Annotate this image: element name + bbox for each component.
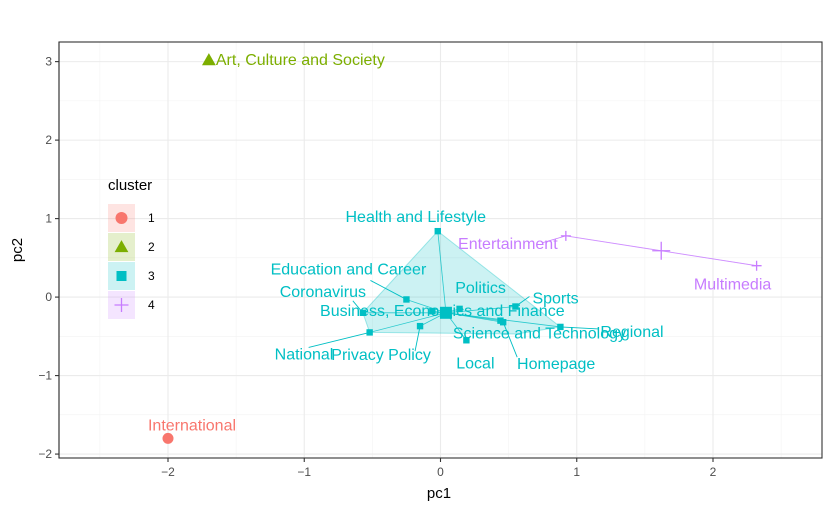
label-leader xyxy=(560,326,599,330)
legend-symbol xyxy=(116,271,127,281)
x-tick-label: −1 xyxy=(297,465,311,479)
label-leader xyxy=(502,322,518,358)
data-point xyxy=(162,432,174,444)
y-tick-label: −2 xyxy=(38,447,52,461)
x-tick-label: −2 xyxy=(161,465,175,479)
point-labels: International Art, Culture and Society Hea… xyxy=(148,52,771,434)
x-tick-label: 2 xyxy=(710,465,717,479)
data-point xyxy=(751,260,762,271)
centroid-ray xyxy=(661,250,757,267)
grid xyxy=(59,42,822,458)
centroid-ray xyxy=(406,299,447,314)
point-label: Privacy Policy xyxy=(331,347,431,364)
label-leader xyxy=(370,280,407,300)
y-axis-title: pc2 xyxy=(9,238,26,262)
data-point xyxy=(560,230,571,241)
data-points xyxy=(162,53,762,444)
label-leader xyxy=(541,235,566,244)
data-point xyxy=(403,296,410,303)
centroid-ray xyxy=(437,231,447,313)
data-point xyxy=(499,319,507,326)
point-label: Art, Culture and Society xyxy=(216,52,385,69)
point-label: Business, Economics and Finance xyxy=(320,303,565,320)
y-tick-label: 0 xyxy=(45,290,52,304)
axes: −2 −1 0 1 2 −2 −1 0 1 2 3 xyxy=(38,41,823,479)
point-label: Homepage xyxy=(517,356,595,373)
cluster-centroid-4 xyxy=(652,241,671,260)
data-point xyxy=(201,53,216,66)
x-axis-title: pc1 xyxy=(427,485,451,502)
legend-symbol xyxy=(114,298,129,312)
y-tick-label: −1 xyxy=(38,369,52,383)
cluster-centroid-3 xyxy=(439,306,452,319)
point-label: Sports xyxy=(532,291,578,308)
legend-symbol xyxy=(114,240,129,253)
point-label: Politics xyxy=(455,280,506,297)
legend-label: 3 xyxy=(148,269,155,283)
centroid-ray xyxy=(445,312,504,323)
y-tick-label: 2 xyxy=(45,133,52,147)
data-point xyxy=(434,227,441,235)
point-label: Science and Technology xyxy=(453,326,626,343)
data-point xyxy=(463,337,470,344)
data-point xyxy=(416,322,424,330)
data-point xyxy=(366,329,373,336)
point-label: Coronavirus xyxy=(280,284,366,301)
point-label: International xyxy=(148,417,236,434)
label-leader xyxy=(308,331,370,348)
centroid-ray xyxy=(565,235,662,252)
y-tick-label: 1 xyxy=(45,212,52,226)
point-label: Regional xyxy=(600,324,663,341)
point-label: Entertainment xyxy=(458,236,558,253)
legend-label: 4 xyxy=(148,298,155,312)
legend-label: 2 xyxy=(148,240,155,254)
legend-label: 1 xyxy=(148,211,155,225)
data-point xyxy=(512,303,519,310)
data-point xyxy=(557,323,564,331)
point-label: National xyxy=(275,346,334,363)
label-leader xyxy=(414,326,421,352)
legend-symbol xyxy=(115,212,128,224)
x-tick-label: 0 xyxy=(437,465,444,479)
point-label: Education and Career xyxy=(271,261,427,278)
point-label: Multimedia xyxy=(694,277,771,294)
point-label: Health and Lifestyle xyxy=(346,209,487,226)
legend-title: cluster xyxy=(108,177,152,194)
y-tick-label: 3 xyxy=(45,55,52,69)
cluster-hull-3 xyxy=(362,230,562,335)
data-point xyxy=(359,309,367,316)
point-label: Local xyxy=(456,355,494,372)
centroid-ray xyxy=(369,312,447,333)
data-point xyxy=(429,308,436,315)
x-tick-label: 1 xyxy=(573,465,580,479)
data-point xyxy=(456,305,463,313)
legend: cluster 1 2 3 4 xyxy=(108,177,155,319)
